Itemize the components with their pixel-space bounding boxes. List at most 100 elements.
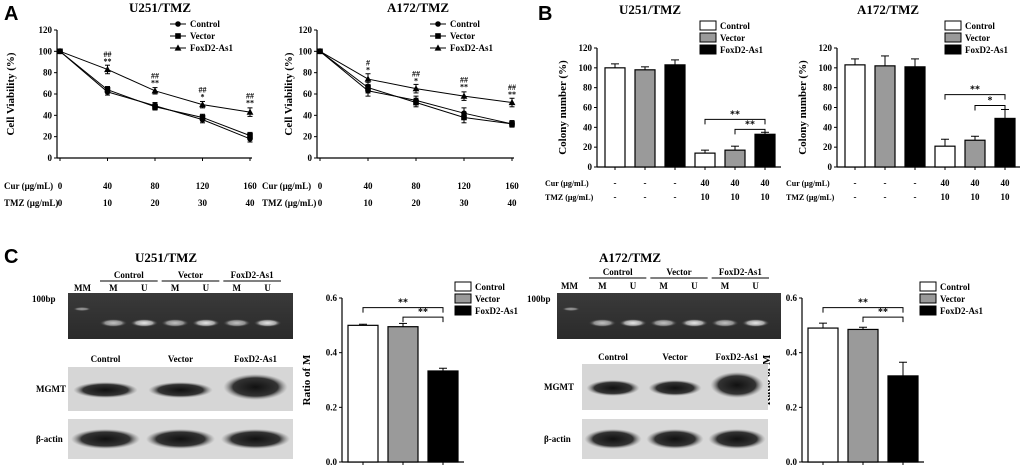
significance-mark: ## — [104, 50, 112, 59]
data-point — [199, 101, 206, 108]
gel-band — [222, 319, 251, 327]
bar-6 — [994, 117, 1016, 168]
y-tick-label: 0.4 — [326, 348, 338, 358]
legend-label: Control — [720, 21, 750, 31]
significance-mark: ## — [460, 76, 468, 85]
row-value: 40 — [364, 181, 374, 191]
gel-band — [588, 319, 617, 327]
significance-bracket — [704, 118, 766, 125]
legend-label: Control — [475, 282, 505, 292]
significance-mark: * — [414, 76, 418, 85]
y-tick-label: 40 — [43, 110, 53, 120]
gel-group-label: Control — [114, 270, 144, 280]
row-value: 10 — [364, 198, 374, 208]
bar-control — [347, 324, 379, 463]
y-tick-label: 120 — [299, 25, 313, 35]
gel-band — [562, 307, 580, 311]
blot-group-label: FoxD2-As1 — [234, 354, 277, 364]
lane-label: M — [721, 281, 730, 291]
bar-4 — [694, 152, 716, 168]
lane-label: M — [171, 283, 180, 293]
row-value: 0 — [58, 198, 63, 208]
significance-mark: ** — [858, 298, 868, 309]
significance-bracket — [734, 128, 766, 135]
data-point — [508, 98, 516, 106]
row-value: - — [644, 178, 647, 188]
data-point — [104, 86, 111, 93]
y-tick-label: 0.6 — [326, 293, 338, 303]
row-label: Cur (μg/mL) — [786, 179, 830, 188]
legend-label: FoxD2-As1 — [965, 45, 1008, 55]
data-point — [104, 65, 111, 73]
lane-label: U — [203, 283, 210, 293]
chart-title: A172/TMZ — [387, 0, 449, 15]
row-value: 30 — [460, 198, 470, 208]
legend-label: Control — [450, 19, 480, 29]
significance-bracket — [822, 307, 904, 313]
significance-bracket — [974, 105, 1006, 111]
legend-swatch — [919, 305, 937, 316]
significance-mark: ## — [199, 85, 207, 94]
significance-mark: ## — [246, 92, 254, 101]
row-label: Cur (μg/mL) — [545, 179, 589, 188]
y-tick-label: 0.6 — [786, 293, 798, 303]
legend-marker — [434, 44, 442, 51]
y-tick-label: 120 — [579, 43, 593, 53]
y-tick-label: 60 — [303, 89, 313, 99]
legend-marker — [174, 44, 182, 51]
lane-label: M — [598, 281, 607, 291]
y-tick-label: 120 — [39, 25, 53, 35]
gel-band — [741, 319, 770, 327]
y-tick-label: 0 — [828, 162, 833, 172]
significance-bracket — [944, 94, 1006, 100]
legend-label: FoxD2-As1 — [190, 43, 233, 53]
data-point — [316, 47, 324, 54]
blot-row-label: MGMT — [544, 382, 574, 392]
row-value: 10 — [701, 192, 711, 202]
y-tick-label: 0 — [308, 153, 313, 163]
lane-label: U — [691, 281, 698, 291]
bar-foxd2-as1 — [887, 375, 919, 463]
blot-band — [70, 429, 141, 449]
y-tick-label: 80 — [583, 83, 593, 93]
row-value: 10 — [731, 192, 741, 202]
significance-mark: ** — [418, 307, 428, 318]
significance-mark: ** — [745, 119, 755, 130]
significance-mark: * — [366, 66, 370, 75]
y-axis-label: Cell Viability (%) — [5, 52, 17, 135]
y-tick-label: 0 — [48, 153, 53, 163]
blot-band — [223, 374, 288, 400]
chart-title: U251/TMZ — [619, 2, 681, 17]
legend-swatch — [454, 293, 472, 304]
row-value: 30 — [198, 198, 208, 208]
row-value: 0 — [58, 181, 63, 191]
row-value: 10 — [761, 192, 771, 202]
marker-label: MM — [561, 281, 578, 291]
gel-band — [711, 319, 739, 327]
significance-mark: ## — [151, 71, 159, 80]
row-value: 40 — [941, 178, 951, 188]
y-tick-label: 20 — [583, 142, 593, 152]
gel-band — [192, 319, 220, 327]
legend-label: Vector — [475, 294, 500, 304]
data-point — [509, 121, 515, 127]
legend-swatch — [944, 32, 962, 43]
y-tick-label: 40 — [823, 122, 833, 132]
significance-mark: ## — [412, 69, 420, 78]
data-point — [413, 99, 419, 106]
significance-mark: ** — [730, 109, 740, 120]
row-value: 10 — [1001, 192, 1011, 202]
gel-band — [680, 319, 709, 327]
gel-group-label: FoxD2-As1 — [231, 270, 274, 280]
row-label: Cur (μg/mL) — [4, 181, 53, 191]
significance-mark: ** — [151, 78, 159, 87]
y-tick-label: 60 — [823, 103, 833, 113]
panel-label-c: C — [4, 246, 18, 268]
legend-label: Vector — [190, 31, 215, 41]
legend-swatch — [944, 44, 962, 55]
data-point — [246, 108, 254, 115]
y-tick-label: 60 — [43, 89, 53, 99]
blot-band — [145, 429, 216, 449]
row-value: - — [914, 192, 917, 202]
